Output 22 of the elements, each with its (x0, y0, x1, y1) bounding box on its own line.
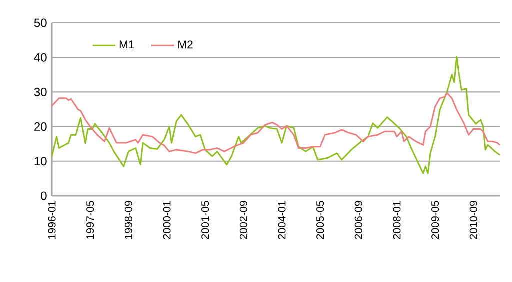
line-series (51, 92, 501, 154)
x-tick-label: 2000-01 (163, 201, 171, 240)
legend-label: M1 (120, 40, 134, 49)
y-tick-label: 0 (41, 192, 47, 200)
y-tick-label: 50 (34, 18, 47, 28)
legend-label: M2 (178, 40, 193, 49)
x-tick-label: 2004-01 (278, 201, 286, 240)
line-series (51, 56, 501, 174)
y-tick-label: 20 (34, 122, 47, 132)
x-tick-label: 2008-01 (393, 201, 401, 240)
x-tick-label: 1996-01 (48, 201, 56, 240)
x-tick-label: 2009-05 (432, 201, 440, 240)
x-tick-label: 1998-09 (124, 201, 132, 240)
x-tick-label: 2002-09 (240, 201, 248, 240)
x-tick-label: 2005-05 (316, 201, 324, 240)
x-tick-label: 2001-05 (202, 201, 210, 240)
x-tick-label: 2006-09 (354, 201, 362, 240)
y-tick-label: 10 (34, 157, 47, 166)
y-tick-label: 30 (34, 88, 47, 96)
x-tick-label: 1997-05 (86, 201, 94, 240)
x-tick-label: 2010-09 (470, 201, 478, 240)
y-tick-label: 40 (34, 53, 47, 62)
